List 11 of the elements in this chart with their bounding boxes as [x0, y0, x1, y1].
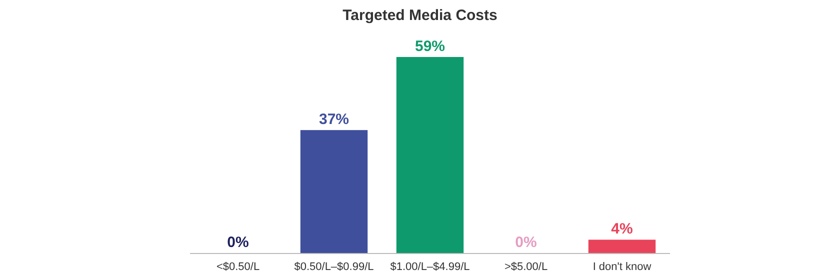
data-label: 37%	[318, 111, 350, 128]
chart-title: Targeted Media Costs	[342, 7, 498, 24]
x-tick-label: >$5.00/L	[504, 261, 548, 273]
x-tick-label: I don't know	[592, 261, 652, 273]
data-label: 0%	[227, 234, 249, 251]
data-label: 59%	[414, 38, 446, 55]
x-tick-label: <$0.50/L	[216, 261, 260, 273]
x-tick-label: $1.00/L–$4.99/L	[390, 261, 470, 273]
data-label: 0%	[515, 234, 537, 251]
x-tick-label: $0.50/L–$0.99/L	[294, 261, 374, 273]
data-label: 4%	[611, 220, 633, 238]
